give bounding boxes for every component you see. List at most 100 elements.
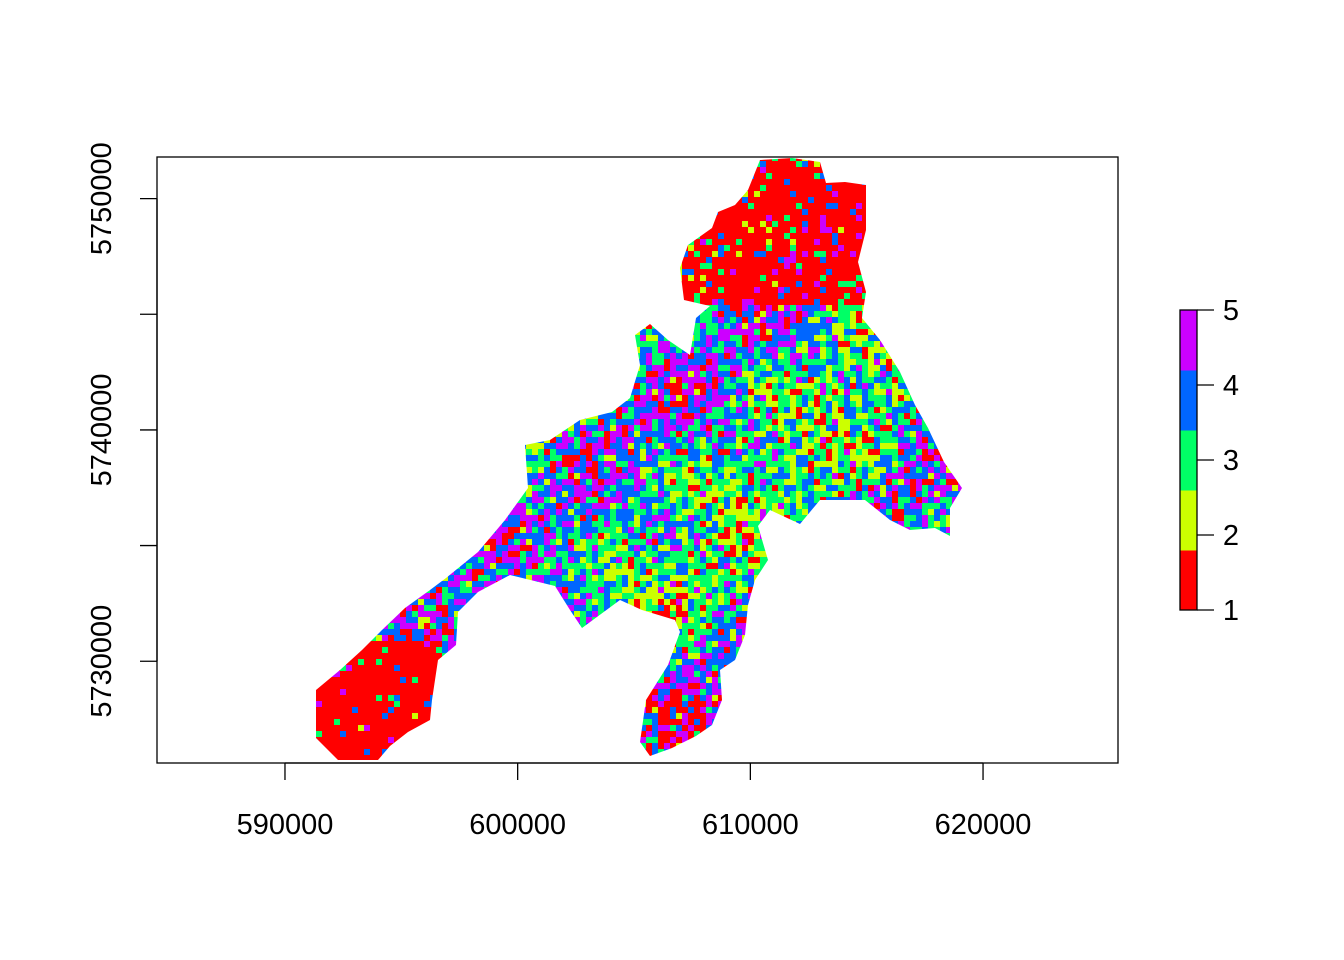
raster-cell	[532, 377, 538, 383]
raster-cell	[778, 281, 784, 287]
raster-cell	[358, 293, 364, 299]
raster-cell	[778, 179, 784, 185]
raster-cell	[532, 281, 538, 287]
raster-cell	[658, 389, 664, 395]
raster-cell	[778, 413, 784, 419]
raster-cell	[952, 245, 958, 251]
raster-cell	[364, 227, 370, 233]
raster-cell	[478, 227, 484, 233]
raster-cell	[628, 305, 634, 311]
raster-cell	[622, 239, 628, 245]
raster-cell	[556, 311, 562, 317]
raster-cell	[784, 377, 790, 383]
raster-cell	[544, 389, 550, 395]
raster-cell	[814, 287, 820, 293]
raster-cell	[730, 197, 736, 203]
raster-cell	[952, 371, 958, 377]
raster-cell	[352, 245, 358, 251]
raster-cell	[664, 197, 670, 203]
raster-cell	[568, 401, 574, 407]
raster-cell	[664, 329, 670, 335]
raster-cell	[400, 413, 406, 419]
raster-cell	[922, 197, 928, 203]
raster-cell	[904, 209, 910, 215]
raster-cell	[514, 335, 520, 341]
raster-cell	[670, 245, 676, 251]
raster-cell	[508, 167, 514, 173]
raster-cell	[778, 317, 784, 323]
raster-cell	[376, 347, 382, 353]
raster-cell	[340, 395, 346, 401]
raster-cell	[502, 158, 508, 161]
raster-cell	[778, 401, 784, 407]
raster-cell	[928, 179, 934, 185]
raster-cell	[364, 287, 370, 293]
raster-cell	[460, 377, 466, 383]
raster-cell	[700, 197, 706, 203]
raster-cell	[400, 191, 406, 197]
raster-cell	[526, 287, 532, 293]
raster-cell	[784, 419, 790, 425]
raster-cell	[898, 329, 904, 335]
raster-cell	[742, 377, 748, 383]
raster-cell	[814, 161, 820, 167]
raster-cell	[850, 311, 856, 317]
raster-cell	[880, 209, 886, 215]
raster-cell	[736, 359, 742, 365]
raster-cell	[748, 311, 754, 317]
raster-cell	[808, 233, 814, 239]
raster-cell	[652, 407, 658, 413]
raster-cell	[676, 245, 682, 251]
raster-cell	[844, 323, 850, 329]
raster-cell	[634, 227, 640, 233]
raster-cell	[562, 179, 568, 185]
raster-cell	[706, 371, 712, 377]
raster-cell	[778, 395, 784, 401]
raster-cell	[538, 359, 544, 365]
raster-cell	[430, 245, 436, 251]
raster-cell	[958, 383, 962, 389]
raster-cell	[886, 281, 892, 287]
raster-cell	[856, 341, 862, 347]
raster-cell	[544, 185, 550, 191]
raster-cell	[868, 383, 874, 389]
raster-cell	[508, 269, 514, 275]
raster-cell	[634, 203, 640, 209]
raster-cell	[934, 395, 940, 401]
raster-cell	[658, 305, 664, 311]
raster-cell	[580, 407, 586, 413]
raster-cell	[658, 215, 664, 221]
raster-cell	[886, 287, 892, 293]
raster-cell	[334, 335, 340, 341]
raster-cell	[352, 281, 358, 287]
raster-cell	[538, 245, 544, 251]
raster-cell	[730, 179, 736, 185]
raster-cell	[790, 158, 796, 161]
raster-cell	[934, 335, 940, 341]
raster-cell	[496, 425, 502, 431]
raster-cell	[322, 197, 328, 203]
raster-cell	[700, 263, 706, 269]
raster-cell	[682, 281, 688, 287]
raster-cell	[820, 299, 826, 305]
raster-cell	[586, 365, 592, 371]
raster-cell	[868, 371, 874, 377]
raster-cell	[334, 191, 340, 197]
raster-cell	[346, 293, 352, 299]
raster-cell	[592, 233, 598, 239]
raster-cell	[310, 311, 316, 317]
raster-cell	[916, 173, 922, 179]
raster-cell	[934, 227, 940, 233]
raster-cell	[520, 395, 526, 401]
raster-cell	[490, 335, 496, 341]
raster-cell	[346, 389, 352, 395]
raster-cell	[568, 185, 574, 191]
raster-cell	[598, 377, 604, 383]
raster-cell	[862, 251, 868, 257]
raster-cell	[718, 395, 724, 401]
raster-cell	[832, 245, 838, 251]
raster-cell	[394, 227, 400, 233]
raster-cell	[352, 239, 358, 245]
raster-cell	[958, 167, 962, 173]
raster-cell	[940, 281, 946, 287]
